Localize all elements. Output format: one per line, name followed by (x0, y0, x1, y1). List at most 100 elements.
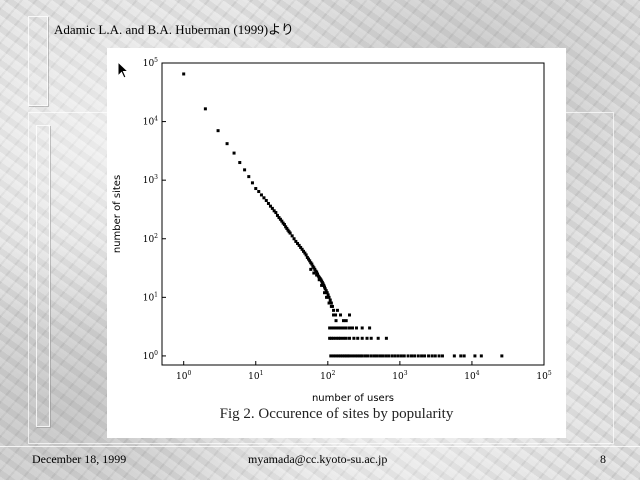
scatter-point (413, 354, 417, 358)
y-tick-label: 104 (143, 116, 158, 128)
scatter-point (341, 354, 345, 358)
scatter-point (353, 354, 357, 358)
scatter-point (332, 336, 336, 340)
scatter-point (423, 354, 427, 358)
scatter-point (282, 223, 286, 227)
scatter-point (320, 283, 324, 287)
figure-image: 100 101 102 103 104 105 100 101 102 103 104 105 num… (107, 48, 566, 438)
scatter-point (326, 293, 330, 297)
scatter-point (479, 354, 483, 358)
scatter-point (365, 336, 369, 340)
scatter-point (399, 354, 403, 358)
scatter-point (430, 354, 434, 358)
scatter-point (384, 336, 388, 340)
x-tick-label: 104 (464, 370, 479, 382)
scatter-point (346, 354, 350, 358)
x-tick-base: 10 (392, 372, 404, 382)
scatter-point (334, 319, 338, 323)
scatter-point (308, 259, 312, 263)
scatter-point (327, 301, 331, 305)
x-tick-label: 101 (248, 370, 263, 382)
scatter-point (368, 326, 372, 330)
scatter-point (344, 336, 348, 340)
y-tick-base: 10 (143, 352, 155, 362)
scatter-point (307, 257, 311, 261)
scatter-point (462, 354, 466, 358)
scatter-point (254, 187, 258, 191)
mouse-cursor-icon (117, 61, 129, 79)
y-tick-base: 10 (143, 118, 155, 128)
scatter-point (339, 326, 343, 330)
scatter-point (288, 231, 292, 235)
scatter-point (329, 326, 333, 330)
scatter-point (321, 282, 325, 286)
scatter-point (328, 298, 332, 302)
y-tick-label: 100 (143, 350, 158, 362)
x-tick-label: 103 (392, 370, 407, 382)
slide-frame-decoration (28, 16, 48, 106)
scatter-point (332, 313, 336, 317)
scatter-point (387, 354, 391, 358)
scatter-point (334, 313, 338, 317)
scatter-point (278, 217, 282, 221)
scatter-point (363, 354, 367, 358)
scatter-point (350, 354, 354, 358)
scatter-point (381, 354, 385, 358)
scatter-point (369, 354, 373, 358)
scatter-point (266, 201, 270, 205)
scatter-point (243, 168, 247, 172)
scatter-point (473, 354, 477, 358)
footer-page-number: 8 (600, 452, 606, 466)
scatter-point (203, 107, 207, 111)
scatter-point (339, 313, 343, 317)
scatter-point (406, 354, 410, 358)
scatter-point (297, 243, 301, 247)
scatter-point (335, 308, 339, 312)
scatter-point (334, 354, 338, 358)
scatter-point (360, 336, 364, 340)
scatter-point (354, 326, 358, 330)
scatter-point (277, 216, 281, 220)
scatter-point (393, 354, 397, 358)
scatter-point (348, 336, 352, 340)
x-tick-base: 10 (464, 372, 476, 382)
scatter-point (440, 354, 444, 358)
y-tick-base: 10 (143, 235, 155, 245)
scatter-point (390, 354, 394, 358)
scatter-point (427, 354, 431, 358)
scatter-point (312, 271, 316, 275)
scatter-point (325, 295, 329, 299)
scatter-point (452, 354, 456, 358)
y-tick-label: 101 (143, 291, 158, 303)
scatter-point (420, 354, 424, 358)
scatter-point (309, 267, 313, 271)
scatter-point (272, 209, 276, 213)
x-tick-exponent: 3 (404, 370, 408, 377)
scatter-point (284, 225, 288, 229)
scatter-point (341, 326, 345, 330)
y-tick-exponent: 1 (154, 291, 158, 298)
scatter-point (372, 354, 376, 358)
scatter-point (396, 354, 400, 358)
scatter-point (280, 219, 284, 223)
scatter-point (325, 291, 329, 295)
scatter-point (285, 226, 289, 230)
scatter-point (344, 319, 348, 323)
scatter-point (238, 161, 242, 165)
scatter-point (356, 336, 360, 340)
plot-frame (161, 62, 545, 366)
footer-email: myamada@cc.kyoto-su.ac.jp (248, 452, 388, 466)
scatter-point (299, 245, 303, 249)
scatter-point (250, 181, 254, 185)
scatter-point (311, 264, 315, 268)
scatter-point (327, 295, 331, 299)
scatter-point (290, 234, 294, 238)
scatter-point (323, 285, 327, 289)
y-axis-label: number of sites (112, 175, 123, 253)
scatter-point (305, 255, 309, 259)
y-tick-base: 10 (143, 176, 155, 186)
scatter-point (294, 239, 298, 243)
y-tick-exponent: 3 (154, 174, 158, 181)
x-tick-base: 10 (536, 372, 548, 382)
y-tick-exponent: 2 (154, 233, 158, 240)
